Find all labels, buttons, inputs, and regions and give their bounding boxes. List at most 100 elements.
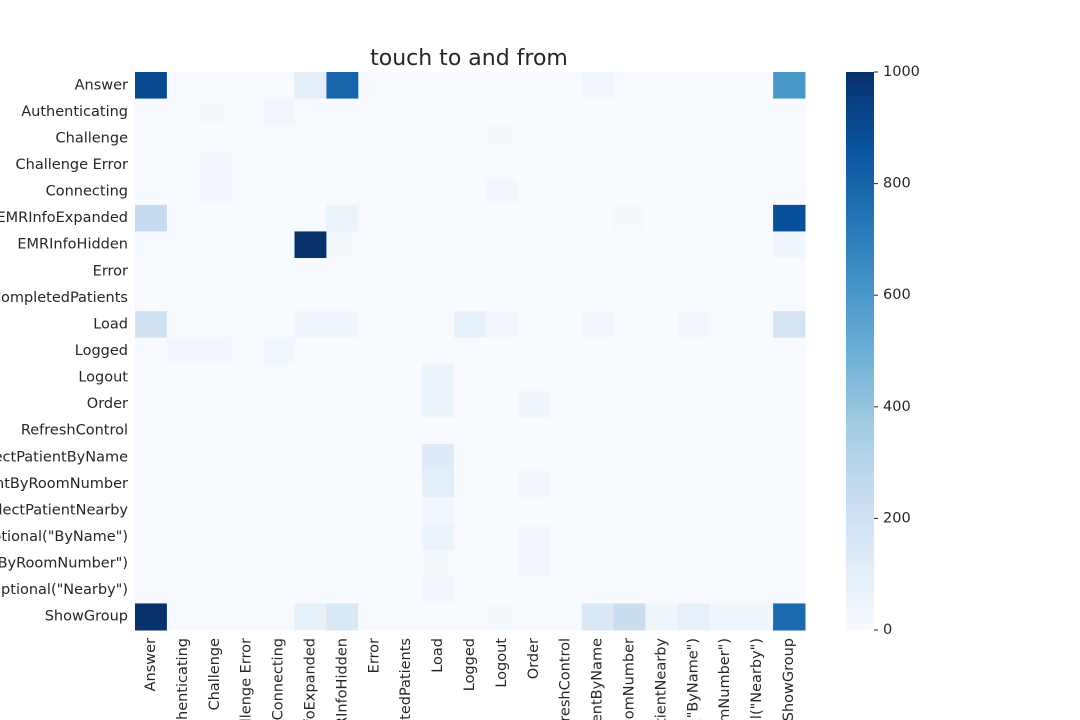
x-tick-label: RefreshControl	[558, 638, 574, 720]
heatmap-cell	[741, 497, 774, 525]
heatmap-cell	[262, 603, 296, 631]
heatmap-cell	[549, 523, 583, 551]
heatmap-cell	[166, 284, 200, 312]
heatmap-cell	[741, 603, 774, 631]
heatmap-cell	[773, 98, 806, 126]
heatmap-cell	[230, 204, 264, 232]
heatmap-cell	[485, 311, 519, 339]
heatmap-cell	[230, 603, 264, 631]
heatmap-cell	[645, 417, 678, 445]
heatmap-cell	[454, 444, 487, 472]
heatmap-cell	[581, 417, 615, 445]
x-tick-label: Logged	[462, 638, 478, 691]
heatmap-cell	[230, 470, 264, 498]
heatmap-cell	[358, 550, 391, 578]
heatmap-cell	[613, 470, 646, 498]
x-tick-label: ShowGroup	[781, 638, 797, 720]
heatmap-cell	[741, 72, 774, 100]
heatmap-cell	[581, 311, 615, 339]
heatmap-cell	[709, 444, 742, 472]
heatmap-cell	[613, 98, 646, 126]
heatmap-cell	[358, 98, 391, 126]
heatmap-cell	[230, 72, 264, 100]
heatmap-cell	[390, 364, 423, 392]
heatmap-cell	[485, 364, 519, 392]
heatmap-cell	[294, 390, 327, 418]
heatmap-cell	[517, 470, 551, 498]
heatmap-cell	[358, 576, 391, 604]
heatmap-cell	[677, 151, 710, 179]
x-tick-label: SelectPatientByRoomNumber	[622, 638, 638, 720]
heatmap-cell	[390, 284, 423, 312]
heatmap-cell	[549, 72, 583, 100]
heatmap-cell	[294, 550, 327, 578]
heatmap-cell	[485, 497, 519, 525]
heatmap-cell	[230, 125, 264, 153]
heatmap-cell	[773, 151, 806, 179]
colorbar-tick-label: 400	[883, 399, 911, 415]
y-tick-label: Optional("Nearby")	[0, 582, 128, 598]
heatmap-cell	[677, 523, 710, 551]
heatmap-cell	[230, 497, 264, 525]
heatmap-cell	[613, 364, 646, 392]
heatmap-cell	[294, 125, 327, 153]
heatmap-cell	[262, 204, 296, 232]
heatmap-cell	[454, 231, 487, 259]
heatmap-cell	[613, 603, 646, 631]
heatmap-cell	[517, 72, 551, 100]
heatmap-cell	[326, 444, 359, 472]
heatmap-cell	[262, 444, 296, 472]
y-tick-label: Challenge Error	[16, 157, 128, 173]
heatmap-cell	[198, 470, 232, 498]
heatmap-cell	[741, 417, 774, 445]
heatmap-cell	[517, 523, 551, 551]
heatmap-cell	[773, 284, 806, 312]
heatmap-cell	[326, 284, 359, 312]
heatmap-cell	[358, 497, 391, 525]
heatmap-cell	[390, 390, 423, 418]
heatmap-cell	[517, 311, 551, 339]
heatmap-cell	[326, 576, 359, 604]
heatmap-cell	[773, 311, 806, 339]
heatmap-cell	[198, 284, 232, 312]
heatmap-cell	[390, 98, 423, 126]
heatmap-cell	[422, 603, 455, 631]
y-tick-label: EMRInfoHidden	[17, 237, 128, 253]
heatmap-cell	[517, 364, 551, 392]
heatmap-cell	[773, 204, 806, 232]
heatmap-cell	[230, 364, 264, 392]
heatmap-cell	[581, 497, 615, 525]
heatmap-cell	[549, 337, 583, 365]
heatmap-cell	[613, 390, 646, 418]
heatmap-cell	[166, 151, 200, 179]
heatmap-cell	[390, 417, 423, 445]
heatmap-cell	[358, 258, 391, 286]
heatmap-cell	[326, 204, 359, 232]
heatmap-cell	[645, 72, 678, 100]
heatmap-cell	[517, 603, 551, 631]
heatmap-cell	[390, 470, 423, 498]
heatmap-cell	[262, 523, 296, 551]
heatmap-cell	[773, 497, 806, 525]
heatmap-cell	[135, 125, 168, 153]
heatmap-cell	[294, 603, 327, 631]
heatmap-cell	[390, 497, 423, 525]
heatmap-cell	[135, 603, 168, 631]
heatmap-cell	[135, 470, 168, 498]
heatmap-cell	[422, 337, 455, 365]
heatmap-cell	[549, 550, 583, 578]
colorbar-tick-label: 1000	[883, 64, 920, 80]
heatmap-cell	[613, 125, 646, 153]
heatmap-cell	[613, 231, 646, 259]
x-tick-label: Answer	[143, 638, 159, 691]
heatmap-cell	[517, 284, 551, 312]
heatmap-cell	[390, 603, 423, 631]
heatmap-cell	[485, 178, 519, 206]
heatmap-cell	[166, 417, 200, 445]
heatmap-cell	[581, 178, 615, 206]
heatmap-cell	[422, 72, 455, 100]
heatmap-cell	[422, 444, 455, 472]
heatmap-cell	[135, 444, 168, 472]
heatmap-cell	[326, 258, 359, 286]
heatmap-cell	[645, 98, 678, 126]
